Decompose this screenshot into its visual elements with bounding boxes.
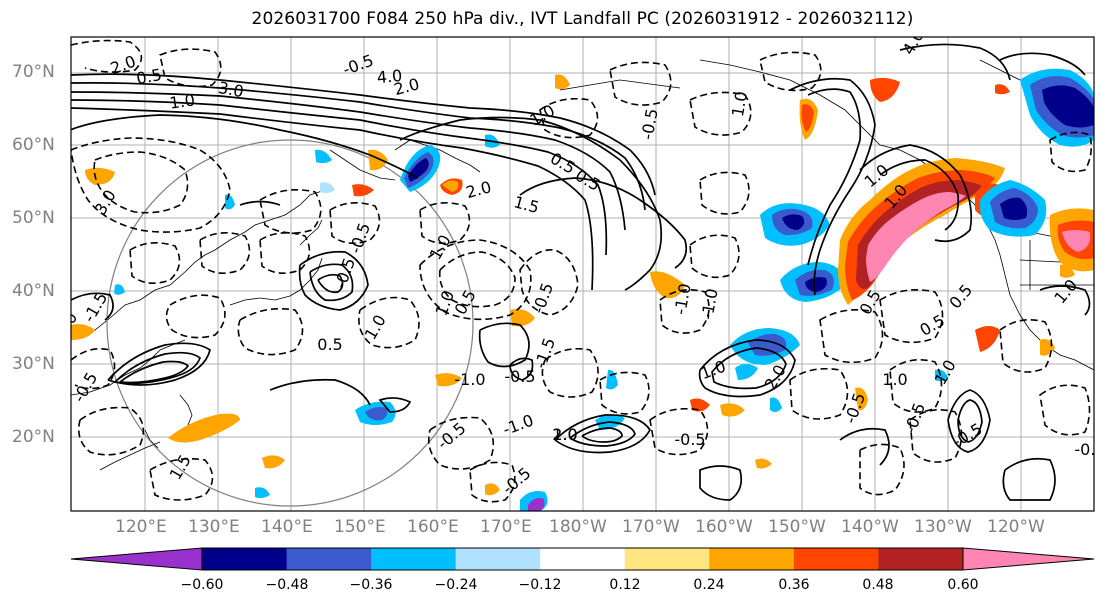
contour-label: -0.5 <box>949 419 986 451</box>
contour-label: 1.0 <box>1050 276 1081 308</box>
lat-label-60n: 60°N <box>12 135 55 155</box>
lon-label-160e: 160°E <box>407 517 459 537</box>
lon-label-170w: 170°W <box>622 517 680 537</box>
colorbar-segment <box>455 548 541 570</box>
colorbar-segment <box>709 548 795 570</box>
contour-label: -0.5 <box>1074 440 1105 459</box>
contour-label: -0.5 <box>504 367 535 386</box>
contour-labels: 1.00.53.02.0 4.0-0.5-1.0-1.5-0.51.53.0 2.0… <box>49 26 1105 498</box>
contour-label: -1.0 <box>454 370 485 389</box>
dashed-contours <box>71 39 1092 503</box>
colorbar-tick: −0.24 <box>434 577 478 593</box>
colorbar-extend-high <box>963 548 1094 570</box>
lon-label-140w: 140°W <box>841 517 899 537</box>
contour-label: 1.0 <box>552 425 577 444</box>
contour-label: -0.5 <box>674 430 705 449</box>
colorbar-tick: −0.36 <box>349 577 393 593</box>
contour-label: 2.0 <box>464 177 494 202</box>
map-frame <box>70 36 1095 512</box>
lat-label-20n: 20°N <box>12 427 55 447</box>
contour-label: 3.0 <box>217 78 245 101</box>
lon-label-140e: 140°E <box>261 517 313 537</box>
lon-label-120w: 120°W <box>987 517 1045 537</box>
lat-label-30n: 30°N <box>12 354 55 374</box>
colorbar-outline <box>201 547 964 571</box>
contour-label: 4.0 <box>376 66 403 87</box>
contour-label: 3.0 <box>91 186 120 218</box>
colorbar-segment <box>202 548 288 570</box>
contour-label: -0.5 <box>346 220 375 256</box>
colorbar-extend-low <box>71 548 202 570</box>
contour-label: -0.5 <box>433 418 469 453</box>
colorbar-tick: 0.36 <box>778 577 810 593</box>
contour-label: 1.0 <box>882 370 907 389</box>
contour-label: 0.5 <box>317 335 342 354</box>
contour-label: 1.5 <box>512 192 542 217</box>
contour-label: 1.0 <box>728 90 751 118</box>
colorbar-segment <box>371 548 457 570</box>
contour-label: -0.5 <box>331 255 360 291</box>
contour-label: 1.5 <box>166 451 195 483</box>
lat-label-50n: 50°N <box>12 208 55 228</box>
contour-label: 0.5 <box>945 281 976 313</box>
contour-label: 1.0 <box>432 288 459 318</box>
colorbar-segment <box>624 548 710 570</box>
lon-label-120e: 120°E <box>115 517 167 537</box>
lon-label-130w: 130°W <box>914 517 972 537</box>
contour-label: -0.5 <box>901 400 930 436</box>
contour-label: -1.0 <box>671 282 695 316</box>
colorbar-segment <box>878 548 964 570</box>
lon-label-160w: 160°W <box>695 517 753 537</box>
colorbar-tick: 0.60 <box>947 577 979 593</box>
gridlines <box>71 37 1094 511</box>
colorbar-segment <box>793 548 879 570</box>
lon-label-170e: 170°E <box>480 517 532 537</box>
contour-label: -0.5 <box>529 280 558 316</box>
colorbar-segment <box>286 548 372 570</box>
landfall-circle <box>106 139 474 507</box>
solid-contours <box>71 43 1091 501</box>
colorbar-tick: 0.24 <box>693 577 725 593</box>
lat-label-40n: 40°N <box>12 281 55 301</box>
contour-label: 4.0 <box>899 26 928 58</box>
colorbar <box>71 548 1094 570</box>
lat-label-70n: 70°N <box>12 62 55 82</box>
contour-label: 1.0 <box>168 90 196 112</box>
contour-label: -1.0 <box>698 287 722 321</box>
colorbar-tick: 0.48 <box>862 577 894 593</box>
contour-label: -1.0 <box>49 309 81 346</box>
colorbar-tick: −0.48 <box>265 577 309 593</box>
contour-label: 1.0 <box>526 101 558 130</box>
contour-label: -1.0 <box>500 411 536 440</box>
colorbar-tick: −0.12 <box>518 577 562 593</box>
contour-label: -0.5 <box>638 107 662 141</box>
colorbar-segment <box>540 548 626 570</box>
lon-label-150w: 150°W <box>768 517 826 537</box>
contour-label: 0.5 <box>135 65 163 88</box>
colorbar-tick: 0.12 <box>609 577 641 593</box>
lon-label-180w: 180°W <box>549 517 607 537</box>
colorbar-tick: −0.60 <box>180 577 224 593</box>
contour-label: -0.5 <box>69 369 101 406</box>
contour-label: 2.0 <box>552 425 577 444</box>
contour-label: -1.5 <box>531 335 560 371</box>
map-title: 2026031700 F084 250 hPa div., IVT Landfa… <box>251 9 914 29</box>
lon-label-130e: 130°E <box>188 517 240 537</box>
lon-label-150e: 150°E <box>334 517 386 537</box>
contour-label: -0.5 <box>841 390 870 426</box>
contour-label: -0.5 <box>340 51 376 80</box>
